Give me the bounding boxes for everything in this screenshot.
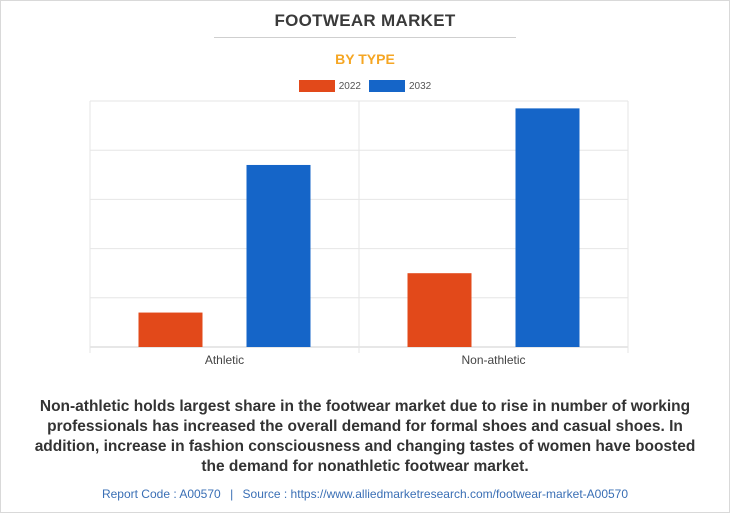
- legend-swatch-2032: [369, 80, 405, 92]
- legend-swatch-2022: [298, 80, 335, 92]
- legend: 2022 2032: [0, 80, 730, 92]
- bar-2022-non-athletic: [407, 273, 472, 347]
- legend-label-2022: 2022: [338, 80, 361, 92]
- bar-2022-athletic: [138, 312, 203, 347]
- bar-2032-non-athletic: [515, 108, 580, 347]
- x-tick-label: Athletic: [205, 353, 244, 367]
- legend-label-2032: 2032: [409, 80, 432, 92]
- footer-separator: |: [230, 487, 234, 501]
- chart-subtitle: BY TYPE: [335, 51, 395, 67]
- x-tick-label: Non-athletic: [461, 353, 525, 367]
- source-link[interactable]: Source : https://www.alliedmarketresearc…: [242, 487, 629, 501]
- title-divider: [214, 37, 516, 38]
- bar-2032-athletic: [246, 164, 311, 347]
- chart-caption: Non-athletic holds largest share in the …: [34, 398, 696, 475]
- legend-item-2022: 2022: [298, 80, 361, 92]
- legend-item-2032: 2032: [369, 80, 431, 92]
- report-code: Report Code : A00570: [101, 487, 221, 501]
- chart-title: FOOTWEAR MARKET: [274, 11, 456, 30]
- footer: Report Code : A00570 | Source : https://…: [0, 487, 730, 501]
